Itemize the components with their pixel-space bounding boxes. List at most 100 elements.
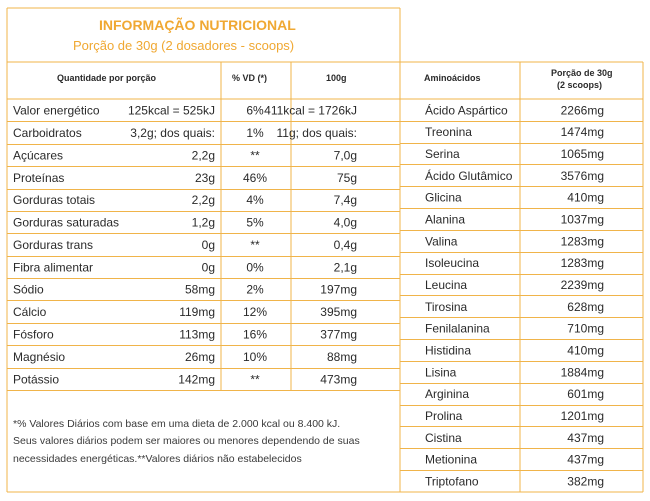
- amino-value: 437mg: [567, 431, 604, 445]
- nutrient-name: Potássio: [13, 372, 59, 386]
- amino-row: Valina 1283mg: [425, 234, 604, 248]
- amino-name: Metionina: [425, 453, 477, 467]
- footnote-line: Seus valores diários podem ser maiores o…: [13, 435, 360, 447]
- nutrient-portion: 1,2g: [192, 216, 215, 230]
- amino-row: Lisina 1884mg: [425, 365, 604, 379]
- amino-value: 628mg: [567, 300, 604, 314]
- nutrient-vd: 1%: [246, 126, 264, 140]
- amino-name: Glicina: [425, 191, 462, 205]
- amino-name: Leucina: [425, 278, 467, 292]
- nutrition-row: Açúcares 2,2g ** 7,0g: [13, 148, 357, 162]
- nutrient-per100: 197mg: [320, 283, 357, 297]
- footnote-line: *% Valores Diários com base em uma dieta…: [13, 418, 340, 430]
- nutrient-per100: 7,4g: [334, 193, 357, 207]
- nutrition-row: Valor energético 125kcal = 525kJ 6% 411kcal…: [13, 104, 357, 118]
- amino-value: 1201mg: [561, 409, 604, 423]
- amino-value: 1065mg: [561, 147, 604, 161]
- nutrient-per100: 377mg: [320, 327, 357, 341]
- amino-row: Treonina 1474mg: [425, 125, 604, 139]
- header-amino-portion-line1: Porção de 30g: [551, 68, 613, 78]
- amino-row: Triptofano 382mg: [425, 475, 604, 489]
- amino-row: Isoleucina 1283mg: [425, 256, 604, 270]
- amino-name: Isoleucina: [425, 256, 479, 270]
- nutrient-name: Fibra alimentar: [13, 260, 93, 274]
- amino-name: Alanina: [425, 213, 465, 227]
- nutrient-vd: **: [250, 148, 260, 162]
- amino-row: Prolina 1201mg: [425, 409, 604, 423]
- nutrient-vd: 10%: [243, 350, 267, 364]
- nutrition-row: Carboidratos 3,2g; dos quais: 1% 11g; dos q…: [13, 126, 357, 140]
- nutrition-row: Gorduras saturadas 1,2g 5% 4,0g: [13, 216, 357, 230]
- nutrient-vd: 46%: [243, 171, 267, 185]
- amino-name: Fenilalanina: [425, 322, 490, 336]
- nutrition-row: Gorduras totais 2,2g 4% 7,4g: [13, 193, 357, 207]
- amino-value: 2239mg: [561, 278, 604, 292]
- nutrient-per100: 11g; dos quais:: [276, 126, 357, 140]
- nutrient-name: Magnésio: [13, 350, 65, 364]
- header-quantity: Quantidade por porção: [57, 73, 157, 83]
- amino-value: 382mg: [567, 475, 604, 489]
- nutrient-vd: 5%: [246, 216, 264, 230]
- footnote: *% Valores Diários com base em uma dieta…: [13, 418, 360, 465]
- nutrient-vd: 12%: [243, 305, 267, 319]
- nutrient-name: Açúcares: [13, 148, 63, 162]
- nutrient-name: Proteínas: [13, 171, 64, 185]
- nutrient-per100: 473mg: [320, 372, 357, 386]
- amino-row: Glicina 410mg: [425, 191, 604, 205]
- amino-name: Ácido Aspártico: [425, 102, 508, 117]
- nutrient-portion: 142mg: [178, 372, 215, 386]
- nutrient-portion: 26mg: [185, 350, 215, 364]
- table-grid: [6, 7, 644, 493]
- amino-row: Histidina 410mg: [425, 344, 604, 358]
- amino-row: Serina 1065mg: [425, 147, 604, 161]
- amino-name: Treonina: [425, 125, 472, 139]
- header-100g: 100g: [326, 73, 347, 83]
- nutrient-per100: 411kcal = 1726kJ: [264, 104, 357, 118]
- nutrient-vd: 6%: [246, 104, 264, 118]
- amino-row: Ácido Glutâmico 3576mg: [425, 168, 604, 183]
- nutrient-portion: 113mg: [179, 327, 215, 341]
- amino-name: Ácido Glutâmico: [425, 168, 513, 183]
- amino-value: 1474mg: [561, 125, 604, 139]
- amino-value: 437mg: [567, 453, 604, 467]
- nutrition-row: Magnésio 26mg 10% 88mg: [13, 350, 357, 364]
- nutrient-portion: 2,2g: [192, 148, 215, 162]
- page-title: INFORMAÇÃO NUTRICIONAL: [99, 16, 296, 33]
- nutrient-vd: **: [250, 238, 260, 252]
- nutrition-row: Cálcio 119mg 12% 395mg: [13, 305, 357, 319]
- amino-name: Triptofano: [425, 475, 479, 489]
- nutrient-portion: 2,2g: [192, 193, 215, 207]
- nutrient-vd: 4%: [246, 193, 264, 207]
- nutrient-name: Fósforo: [13, 327, 54, 341]
- nutrient-name: Gorduras trans: [13, 238, 93, 252]
- nutrient-portion: 58mg: [185, 283, 215, 297]
- amino-name: Tirosina: [425, 300, 468, 314]
- amino-value: 1283mg: [561, 256, 604, 270]
- nutrient-name: Cálcio: [13, 305, 47, 319]
- amino-name: Prolina: [425, 409, 463, 423]
- nutrition-row: Sódio 58mg 2% 197mg: [13, 283, 357, 297]
- nutrient-portion: 0g: [202, 238, 215, 252]
- amino-value: 2266mg: [561, 103, 604, 117]
- nutrition-row: Gorduras trans 0g ** 0,4g: [13, 238, 357, 252]
- nutrient-vd: **: [250, 372, 260, 386]
- nutrition-row: Potássio 142mg ** 473mg: [13, 372, 357, 386]
- nutrient-vd: 16%: [243, 327, 267, 341]
- nutrient-per100: 4,0g: [334, 216, 357, 230]
- amino-row: Alanina 1037mg: [425, 213, 604, 227]
- nutrition-rows: Valor energético 125kcal = 525kJ 6% 411kcal…: [13, 104, 357, 387]
- amino-row: Tirosina 628mg: [425, 300, 604, 314]
- nutrient-per100: 75g: [337, 171, 357, 185]
- nutrient-portion: 3,2g; dos quais:: [130, 126, 215, 140]
- nutrient-name: Carboidratos: [13, 126, 82, 140]
- nutrient-per100: 0,4g: [334, 238, 357, 252]
- amino-value: 1037mg: [561, 213, 604, 227]
- nutrient-vd: 0%: [246, 260, 264, 274]
- nutrient-name: Sódio: [13, 283, 44, 297]
- amino-value: 410mg: [567, 344, 604, 358]
- nutrition-row: Fibra alimentar 0g 0% 2,1g: [13, 260, 357, 274]
- nutrient-portion: 0g: [202, 260, 215, 274]
- page-subtitle: Porção de 30g (2 dosadores - scoops): [73, 38, 294, 53]
- nutrient-per100: 7,0g: [334, 148, 357, 162]
